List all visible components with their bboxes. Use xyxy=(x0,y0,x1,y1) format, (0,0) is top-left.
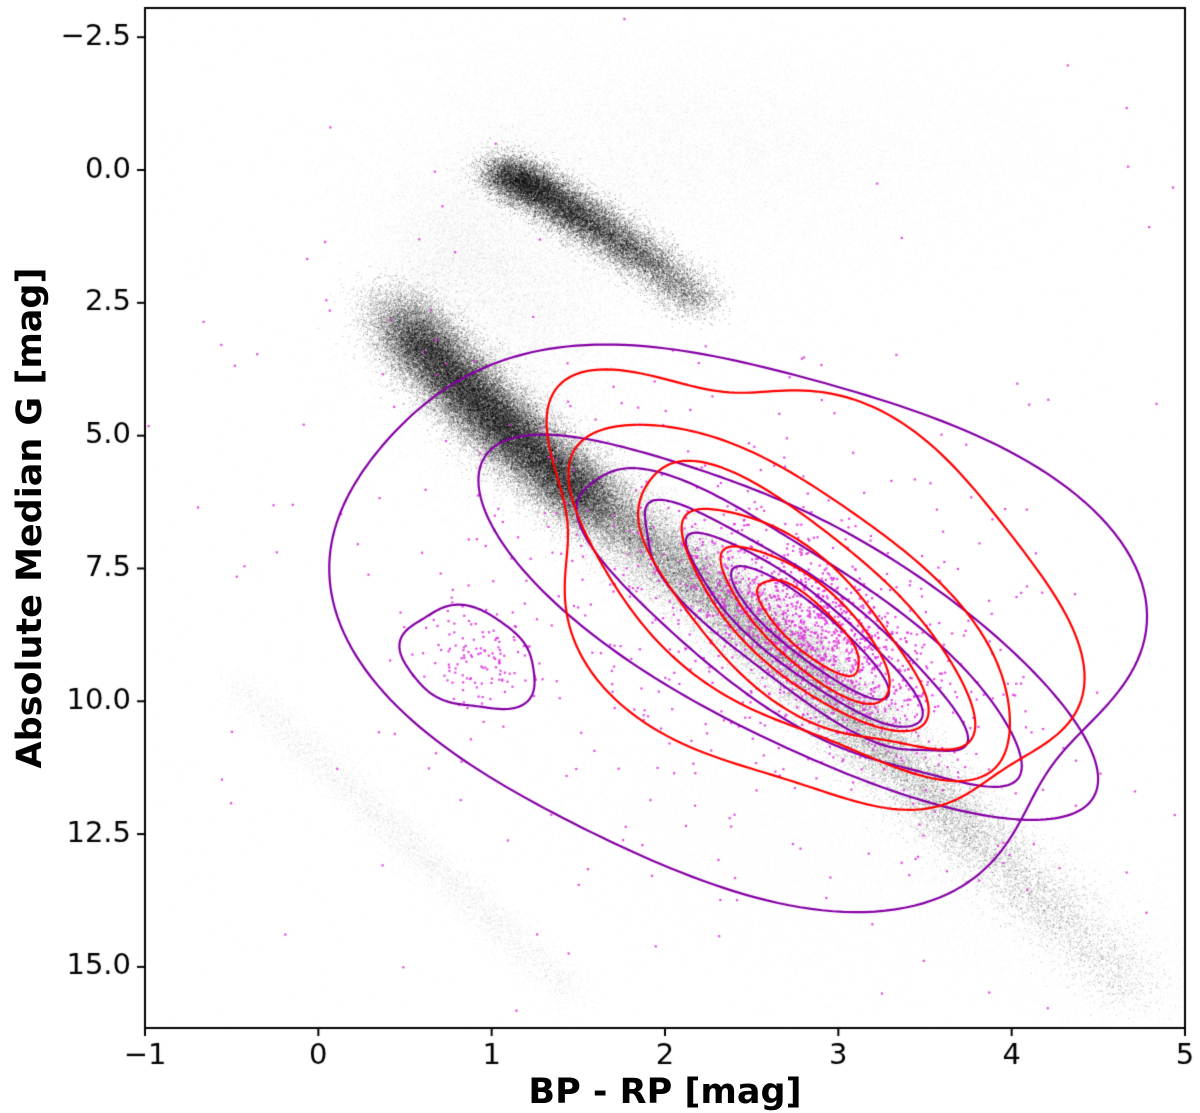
y-axis-label: Absolute Median G [mag] xyxy=(10,267,50,769)
x-axis-label: BP - RP [mag] xyxy=(528,1072,802,1112)
